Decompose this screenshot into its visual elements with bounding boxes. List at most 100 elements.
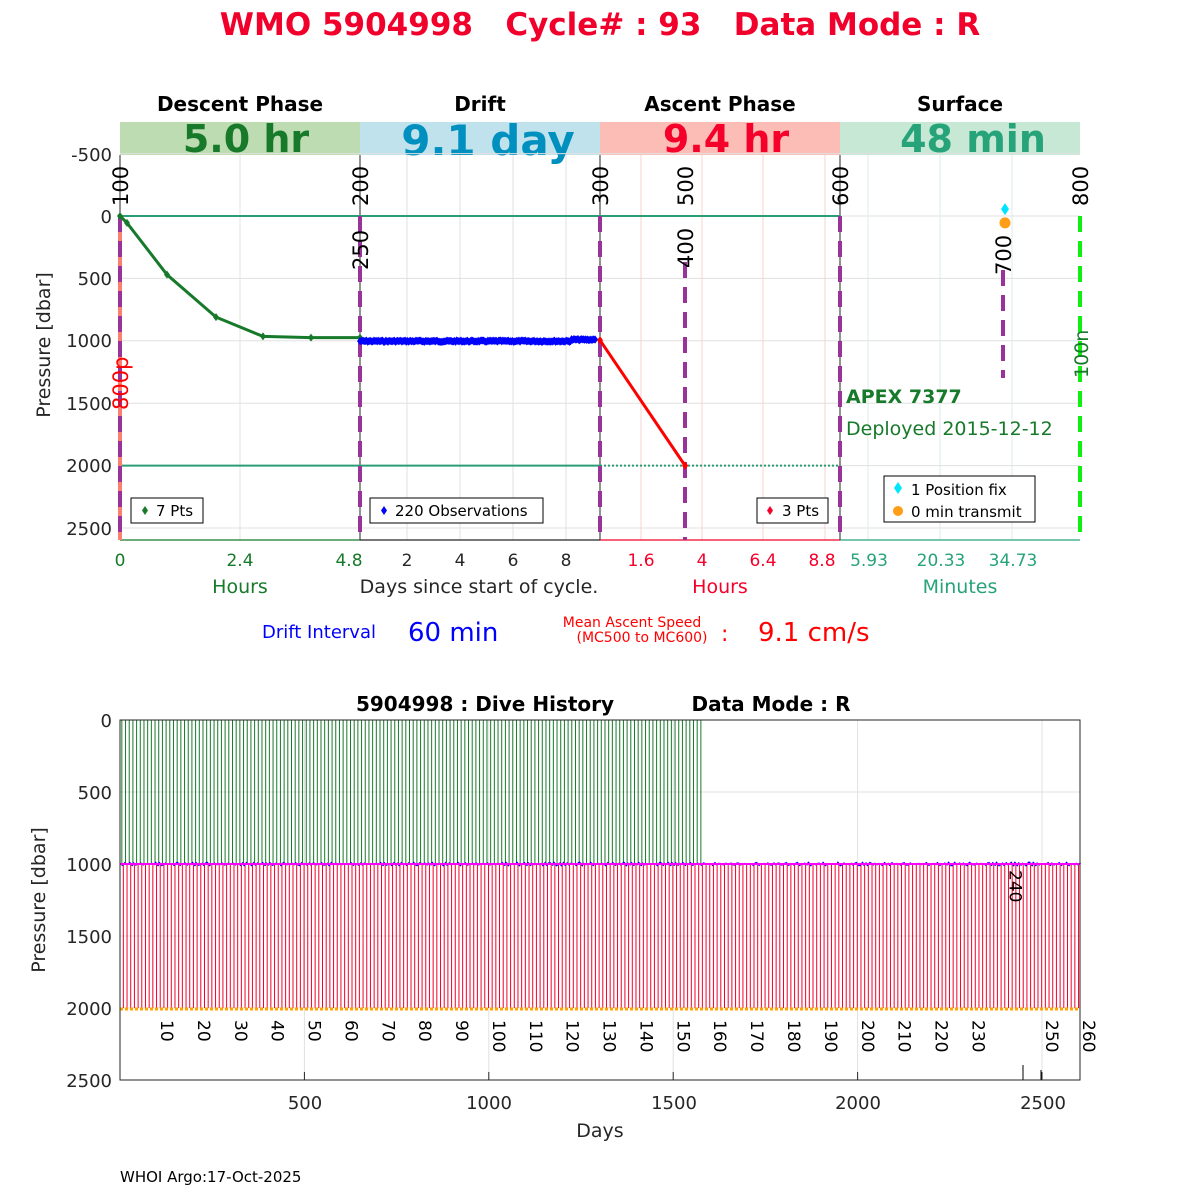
- y-tick-label: 500: [78, 783, 112, 804]
- legend-label: 7 Pts: [156, 502, 193, 520]
- legend-label: 3 Pts: [782, 502, 819, 520]
- ascent-point: [597, 336, 603, 345]
- top-y-axis: -500 0 500 1000 1500 2000 2500 Pressure …: [33, 145, 112, 540]
- marker-label-400: 400: [674, 228, 698, 268]
- cycle-label: 40: [267, 1020, 287, 1042]
- x-tick-label: 8: [561, 551, 572, 571]
- marker-label-250: 250: [349, 230, 373, 270]
- bottom-y-axis: 0 500 1000 1500 2000 2500 Pressure [dbar…: [28, 711, 112, 1092]
- marker-label-800p: 800p: [109, 357, 133, 410]
- diamond-marker-icon: [381, 506, 387, 515]
- dive-history-data-mode: Data Mode : R: [692, 692, 851, 716]
- cycle-label: 260: [1078, 1020, 1098, 1052]
- cycle-label: 190: [820, 1020, 840, 1052]
- cycle-label: 90: [451, 1020, 471, 1042]
- deployment-date: Deployed 2015-12-12: [846, 418, 1053, 440]
- legend-label: 0 min transmit: [911, 503, 1022, 521]
- footer-credit: WHOI Argo:17-Oct-2025: [120, 1168, 301, 1186]
- cycle-label: 10: [156, 1020, 176, 1042]
- phase-duration-descent: 5.0 hr: [183, 117, 310, 161]
- bottom-plot-frame: [119, 719, 1081, 1081]
- cycle-labels: 10 20 30 40 50 60 70 80 90 100 110 120 130 140 150 160 1…: [156, 870, 1098, 1052]
- marker-label-500: 500: [674, 166, 698, 206]
- dive-history-title: 5904998 : Dive History: [356, 692, 614, 716]
- cycle-label: 160: [709, 1020, 729, 1052]
- descent-point: [164, 270, 170, 279]
- phase-title-surface: Surface: [917, 92, 1003, 116]
- cycle-label: 30: [230, 1020, 250, 1042]
- descent-point: [308, 333, 314, 342]
- phase-duration-surface: 48 min: [900, 117, 1046, 161]
- x-tick-label: 2000: [835, 1093, 881, 1114]
- phase-band-drift: [360, 122, 600, 155]
- cycle-label: 100: [488, 1020, 508, 1052]
- cycle-label: 20: [193, 1020, 213, 1042]
- y-tick-label: -500: [71, 145, 112, 166]
- marker-label-700: 700: [992, 235, 1016, 275]
- bottom-x-axis-label: Days: [576, 1120, 623, 1142]
- x-axis-label-ascent: Hours: [692, 576, 748, 598]
- y-tick-label: 0: [101, 207, 112, 228]
- y-tick-label: 2000: [66, 999, 112, 1020]
- ascent-point: [682, 461, 689, 470]
- phase-title-descent: Descent Phase: [157, 92, 323, 116]
- diamond-marker-icon: [767, 506, 773, 515]
- figure-title: WMO 5904998 Cycle# : 93 Data Mode : R: [220, 7, 981, 43]
- cycle-label: 130: [599, 1020, 619, 1052]
- legend-drift: 220 Observations: [369, 497, 544, 524]
- ascent-line: [598, 339, 687, 467]
- x-tick-label: 8.8: [808, 551, 835, 571]
- cycle-label: 60: [340, 1020, 360, 1042]
- x-tick-label: 4: [455, 551, 466, 571]
- top-x-axes: 0 2.4 4.8 2 4 6 8 1.6 4 6.4 8.8 5.93 20.…: [115, 551, 1038, 598]
- cycle-label: 230: [967, 1020, 987, 1052]
- descent-point: [260, 332, 266, 341]
- y-tick-label: 2500: [66, 1071, 112, 1092]
- cycle-label: 200: [857, 1020, 877, 1052]
- bottom-y-axis-label: Pressure [dbar]: [28, 827, 50, 973]
- drift-interval-label: Drift Interval: [262, 622, 376, 643]
- cycle-label: 140: [635, 1020, 655, 1052]
- x-tick-label: 6.4: [749, 551, 776, 571]
- y-tick-label: 1500: [66, 394, 112, 415]
- y-tick-label: 2500: [66, 519, 112, 540]
- legend-label: 1 Position fix: [911, 481, 1007, 499]
- position-fix-point: [1001, 203, 1009, 216]
- marker-label-200: 200: [349, 166, 373, 206]
- mission-markers: 100 200 250 300 500 400 600 700 800 800p…: [109, 166, 1093, 410]
- x-tick-label: 1500: [651, 1093, 697, 1114]
- phase-title-ascent: Ascent Phase: [644, 92, 795, 116]
- phase-duration-ascent: 9.4 hr: [663, 117, 790, 161]
- x-tick-label: 4: [697, 551, 708, 571]
- marker-label-300: 300: [589, 166, 613, 206]
- drift-point: [592, 335, 599, 344]
- float-model: APEX 7377: [846, 386, 962, 408]
- x-tick-label: 6: [508, 551, 519, 571]
- cycle-label: 170: [746, 1020, 766, 1052]
- cycle-label: 150: [672, 1020, 692, 1052]
- ascent-speed-label: Mean Ascent Speed: [563, 615, 701, 631]
- ascent-speed-sublabel: (MC500 to MC600): [576, 630, 707, 646]
- marker-label-600: 600: [829, 166, 853, 206]
- cycle-label: 210: [894, 1020, 914, 1052]
- cycle-label: 120: [562, 1020, 582, 1052]
- cycle-label: 240: [1004, 870, 1024, 902]
- position-fix-icon: [894, 482, 902, 494]
- descent-point: [117, 212, 123, 220]
- top-y-axis-label: Pressure [dbar]: [33, 272, 55, 418]
- y-tick-label: 1500: [66, 927, 112, 948]
- x-tick-label: 20.33: [917, 551, 966, 571]
- legend-label: 220 Observations: [395, 502, 528, 520]
- descent-point: [124, 218, 130, 227]
- phase-band-ascent: [600, 122, 840, 155]
- cycle-label: 220: [931, 1020, 951, 1052]
- descent-point: [213, 313, 219, 322]
- x-tick-label: 34.73: [989, 551, 1038, 571]
- x-tick-label: 2500: [1020, 1093, 1066, 1114]
- x-tick-label: 2.4: [226, 551, 253, 571]
- phase-headers: Descent Phase Drift Ascent Phase Surface…: [120, 92, 1080, 165]
- x-tick-label: 1000: [466, 1093, 512, 1114]
- drift-interval-value: 60 min: [408, 618, 498, 648]
- cycle-label: 250: [1041, 1020, 1061, 1052]
- cycle-label: 180: [783, 1020, 803, 1052]
